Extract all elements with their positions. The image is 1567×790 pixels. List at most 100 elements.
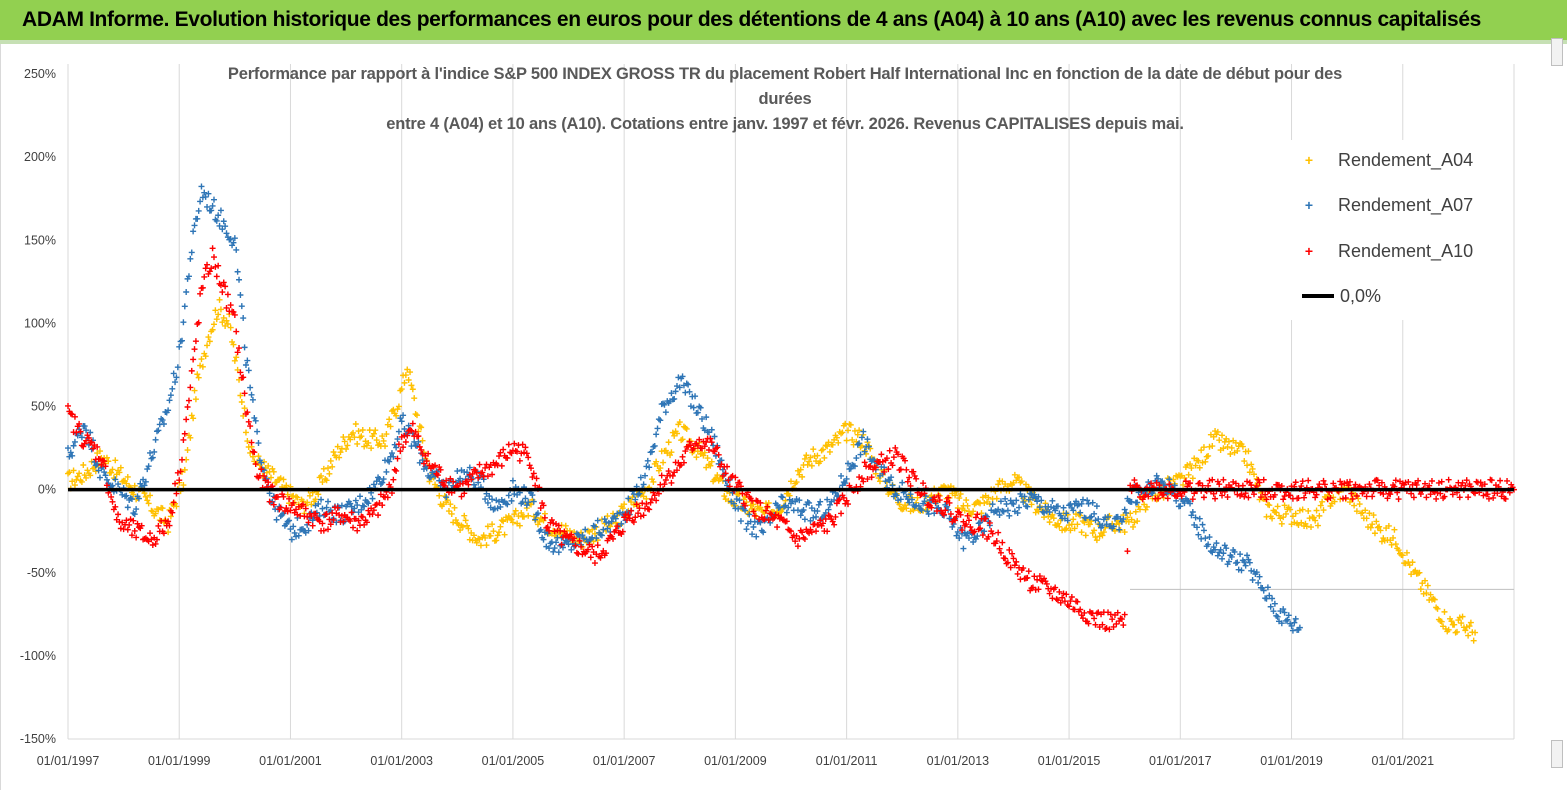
data-point <box>288 536 295 543</box>
data-point <box>1269 515 1276 522</box>
data-point <box>1199 459 1206 466</box>
data-point <box>865 443 872 450</box>
data-point <box>824 443 831 450</box>
data-point <box>359 426 366 433</box>
data-point <box>899 479 906 486</box>
data-point <box>516 522 523 529</box>
data-point <box>1392 541 1399 548</box>
data-point <box>81 423 88 430</box>
data-point <box>148 455 155 462</box>
data-point <box>350 429 357 436</box>
data-point <box>1053 596 1060 603</box>
data-point <box>457 527 464 534</box>
data-point <box>935 492 942 499</box>
data-point <box>703 439 710 446</box>
resize-handle-top[interactable] <box>1551 38 1563 66</box>
data-point <box>409 386 416 393</box>
data-point <box>1422 577 1429 584</box>
legend-marker-a04: + <box>1304 152 1314 168</box>
data-point <box>369 495 376 502</box>
data-point <box>653 497 660 504</box>
data-point <box>750 508 757 515</box>
data-point <box>835 439 842 446</box>
data-point <box>1263 595 1270 602</box>
data-point <box>361 503 368 510</box>
data-point <box>902 457 909 464</box>
data-point <box>1448 618 1455 625</box>
data-point <box>190 228 197 235</box>
data-point <box>832 513 839 520</box>
data-point <box>215 311 222 318</box>
data-point <box>476 461 483 468</box>
data-point <box>227 302 234 309</box>
data-point <box>585 546 592 553</box>
data-point <box>614 510 621 517</box>
data-point <box>290 492 297 499</box>
data-point <box>907 491 914 498</box>
data-point <box>213 273 220 280</box>
data-point <box>1116 526 1123 533</box>
data-point <box>1378 479 1385 486</box>
data-point <box>621 514 628 521</box>
data-point <box>101 469 108 476</box>
data-point <box>325 526 332 533</box>
data-point <box>843 437 850 444</box>
x-tick-label: 01/01/2013 <box>927 754 990 768</box>
data-point <box>819 446 826 453</box>
data-point <box>814 508 821 515</box>
data-point <box>739 490 746 497</box>
data-point <box>687 442 694 449</box>
data-point <box>96 448 103 455</box>
data-point <box>1248 461 1255 468</box>
data-point <box>137 480 144 487</box>
data-point <box>201 273 208 280</box>
x-tick-label: 01/01/2021 <box>1371 754 1434 768</box>
data-point <box>530 498 537 505</box>
data-point <box>419 437 426 444</box>
data-point <box>1121 529 1128 536</box>
data-point <box>179 337 186 344</box>
data-point <box>796 535 803 542</box>
data-point <box>354 502 361 509</box>
data-point <box>1038 497 1045 504</box>
data-point <box>1049 595 1056 602</box>
legend-item-a07: + Rendement_A07 <box>1280 190 1473 220</box>
data-point <box>819 520 826 527</box>
data-point <box>1089 499 1096 506</box>
y-tick-label: 250% <box>24 67 56 81</box>
data-point <box>1224 443 1231 450</box>
data-point <box>1427 591 1434 598</box>
data-point <box>436 492 443 499</box>
data-point <box>622 511 629 518</box>
data-point <box>269 465 276 472</box>
data-point <box>806 499 813 506</box>
data-point <box>668 390 675 397</box>
data-point <box>897 496 904 503</box>
data-point <box>379 502 386 509</box>
data-point <box>679 436 686 443</box>
data-point <box>341 438 348 445</box>
data-point <box>711 448 718 455</box>
data-point <box>230 239 237 246</box>
data-point <box>515 513 522 520</box>
data-point <box>1371 530 1378 537</box>
data-point <box>469 470 476 477</box>
data-point <box>489 521 496 528</box>
resize-handle-bottom[interactable] <box>1551 740 1563 768</box>
data-point <box>516 457 523 464</box>
data-point <box>117 464 124 471</box>
data-point <box>1103 625 1110 632</box>
data-point <box>418 424 425 431</box>
data-point <box>1067 527 1074 534</box>
data-point <box>1178 493 1185 500</box>
data-point <box>544 524 551 531</box>
data-point <box>152 510 159 517</box>
legend-item-a04: + Rendement_A04 <box>1280 145 1473 175</box>
data-point <box>1245 494 1252 501</box>
data-point <box>1459 479 1466 486</box>
data-point <box>1481 481 1488 488</box>
data-point <box>1223 545 1230 552</box>
data-point <box>1241 559 1248 566</box>
data-point <box>1324 496 1331 503</box>
data-point <box>714 444 721 451</box>
